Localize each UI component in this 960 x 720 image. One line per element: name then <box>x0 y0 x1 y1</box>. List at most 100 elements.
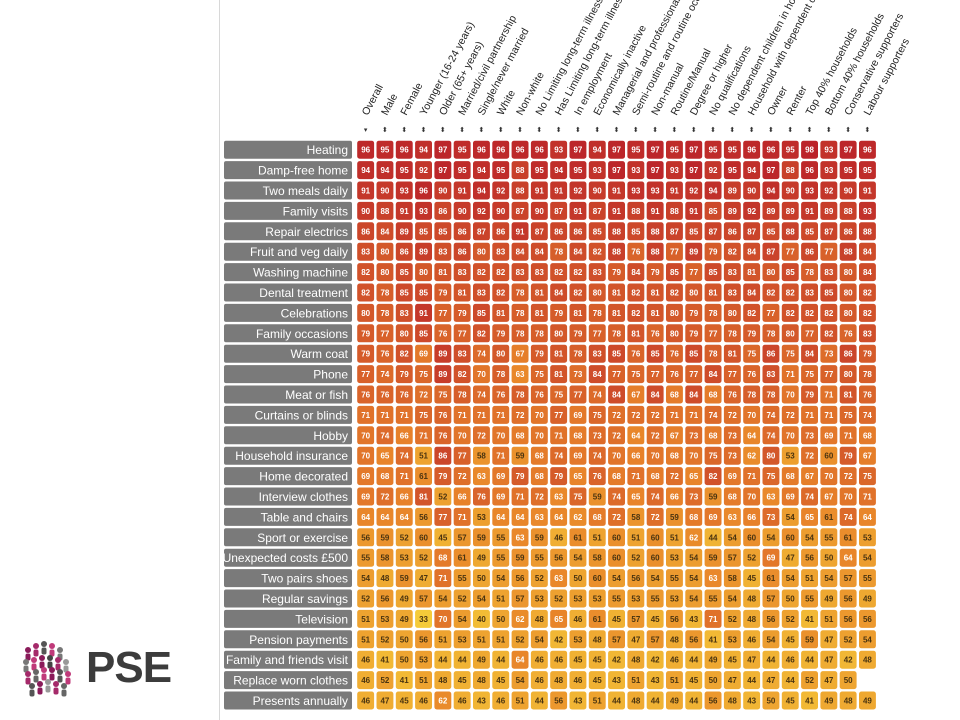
sort-icon[interactable]: ⬍ <box>421 126 427 134</box>
cell-value: 81 <box>728 350 737 359</box>
row-label-bg[interactable] <box>224 609 352 628</box>
sort-icon[interactable]: ⬍ <box>575 126 581 134</box>
row-label-bg[interactable] <box>224 589 352 608</box>
heatmap-cell <box>781 569 799 588</box>
sort-icon[interactable]: ⬍ <box>517 126 523 134</box>
sort-icon[interactable]: ⬍ <box>652 126 658 134</box>
sort-icon[interactable]: ⬍ <box>401 126 407 134</box>
row-label-bg[interactable] <box>224 161 352 180</box>
sort-icon[interactable]: ⬍ <box>536 126 542 134</box>
row-label[interactable]: Repair electrics <box>265 225 348 239</box>
row-label-bg[interactable] <box>224 467 352 486</box>
person-icon-body <box>39 661 45 669</box>
heatmap-cell <box>550 446 568 465</box>
sort-icon[interactable]: ⬍ <box>498 126 504 134</box>
row-label-bg[interactable] <box>224 548 352 567</box>
row-label[interactable]: Hobby <box>313 429 348 443</box>
sort-icon[interactable]: ⬍ <box>845 126 851 134</box>
sort-icon[interactable]: ⬍ <box>729 126 735 134</box>
cell-value: 77 <box>458 329 467 338</box>
cell-value: 54 <box>766 635 775 644</box>
sort-icon[interactable]: ⬍ <box>807 126 813 134</box>
row-label[interactable]: Home decorated <box>259 470 348 484</box>
sort-icon[interactable]: ⬍ <box>749 126 755 134</box>
row-label-bg[interactable] <box>224 528 352 547</box>
row-label[interactable]: Washing machine <box>253 266 348 280</box>
row-label-bg[interactable] <box>224 201 352 220</box>
row-label-bg[interactable] <box>224 181 352 200</box>
row-label[interactable]: Celebrations <box>281 306 348 320</box>
heatmap-cell <box>395 507 413 526</box>
row-label-bg[interactable] <box>224 446 352 465</box>
row-label-bg[interactable] <box>224 242 352 261</box>
row-label-bg[interactable] <box>224 283 352 302</box>
sort-icon[interactable]: ⬍ <box>440 126 446 134</box>
cell-value: 59 <box>516 554 525 563</box>
row-label[interactable]: Table and chairs <box>261 510 348 524</box>
row-label-bg[interactable] <box>224 344 352 363</box>
sort-icon[interactable]: ⬍ <box>614 126 620 134</box>
sort-icon[interactable]: ▾ <box>364 126 368 134</box>
sort-icon[interactable]: ⬍ <box>382 126 388 134</box>
row-label[interactable]: Television <box>295 612 348 626</box>
row-label[interactable]: Family and friends visit <box>226 653 349 667</box>
cell-value: 44 <box>496 656 505 665</box>
sort-icon[interactable]: ⬍ <box>594 126 600 134</box>
row-label[interactable]: Family occasions <box>256 327 348 341</box>
row-label[interactable]: Pension payments <box>249 633 348 647</box>
sort-icon[interactable]: ⬍ <box>787 126 793 134</box>
row-label-bg[interactable] <box>224 222 352 241</box>
cell-value: 90 <box>496 207 505 216</box>
cell-value: 51 <box>593 533 602 542</box>
sort-icon[interactable]: ⬍ <box>459 126 465 134</box>
sort-icon[interactable]: ⬍ <box>710 126 716 134</box>
sort-icon[interactable]: ⬍ <box>479 126 485 134</box>
row-label-bg[interactable] <box>224 487 352 506</box>
heatmap-cell <box>415 548 432 567</box>
row-label-bg[interactable] <box>224 140 352 159</box>
row-label[interactable]: Family visits <box>283 204 348 218</box>
row-label[interactable]: Dental treatment <box>259 286 348 300</box>
row-label-bg[interactable] <box>224 324 352 343</box>
row-label[interactable]: Warm coat <box>290 347 348 361</box>
row-label-bg[interactable] <box>224 303 352 322</box>
sort-icon[interactable]: ⬍ <box>633 126 639 134</box>
sort-icon[interactable]: ⬍ <box>768 126 774 134</box>
cell-value: 82 <box>554 268 563 277</box>
cell-value: 52 <box>747 554 756 563</box>
row-label-bg[interactable] <box>224 385 352 404</box>
cell-value: 76 <box>438 329 447 338</box>
row-label-bg[interactable] <box>224 507 352 526</box>
sort-icon[interactable]: ⬍ <box>556 126 562 134</box>
row-label[interactable]: Interview clothes <box>259 490 348 504</box>
heatmap-cell <box>550 242 568 261</box>
row-label[interactable]: Two pairs shoes <box>261 572 348 586</box>
row-label[interactable]: Presents annually <box>253 694 348 708</box>
cell-value: 71 <box>477 411 486 420</box>
sort-icon[interactable]: ⬍ <box>691 126 697 134</box>
row-label-bg[interactable] <box>224 263 352 282</box>
row-label[interactable]: Replace worn clothes <box>233 674 348 688</box>
row-label[interactable]: Damp-free home <box>258 164 348 178</box>
row-label-bg[interactable] <box>224 569 352 588</box>
sort-icon[interactable]: ⬍ <box>865 126 871 134</box>
row-label[interactable]: Phone <box>313 368 348 382</box>
row-label[interactable]: Curtains or blinds <box>255 408 348 422</box>
cell-value: 68 <box>535 472 544 481</box>
row-label[interactable]: Meat or fish <box>285 388 348 402</box>
sort-icon[interactable]: ⬍ <box>826 126 832 134</box>
row-label[interactable]: Two meals daily <box>263 184 348 198</box>
row-label[interactable]: Regular savings <box>262 592 348 606</box>
row-label[interactable]: Unexpected costs £500 <box>223 551 349 565</box>
sort-icon[interactable]: ⬍ <box>672 126 678 134</box>
row-label[interactable]: Heating <box>307 143 348 157</box>
column-header[interactable]: Male <box>379 92 400 118</box>
row-label-bg[interactable] <box>224 426 352 445</box>
row-label[interactable]: Fruit and veg daily <box>250 245 348 259</box>
row-label-bg[interactable] <box>224 365 352 384</box>
heatmap-cell <box>530 140 548 159</box>
row-label[interactable]: Household insurance <box>235 449 348 463</box>
row-label[interactable]: Sport or exercise <box>257 531 348 545</box>
heatmap-cell <box>666 446 683 465</box>
row-label-bg[interactable] <box>224 405 352 424</box>
